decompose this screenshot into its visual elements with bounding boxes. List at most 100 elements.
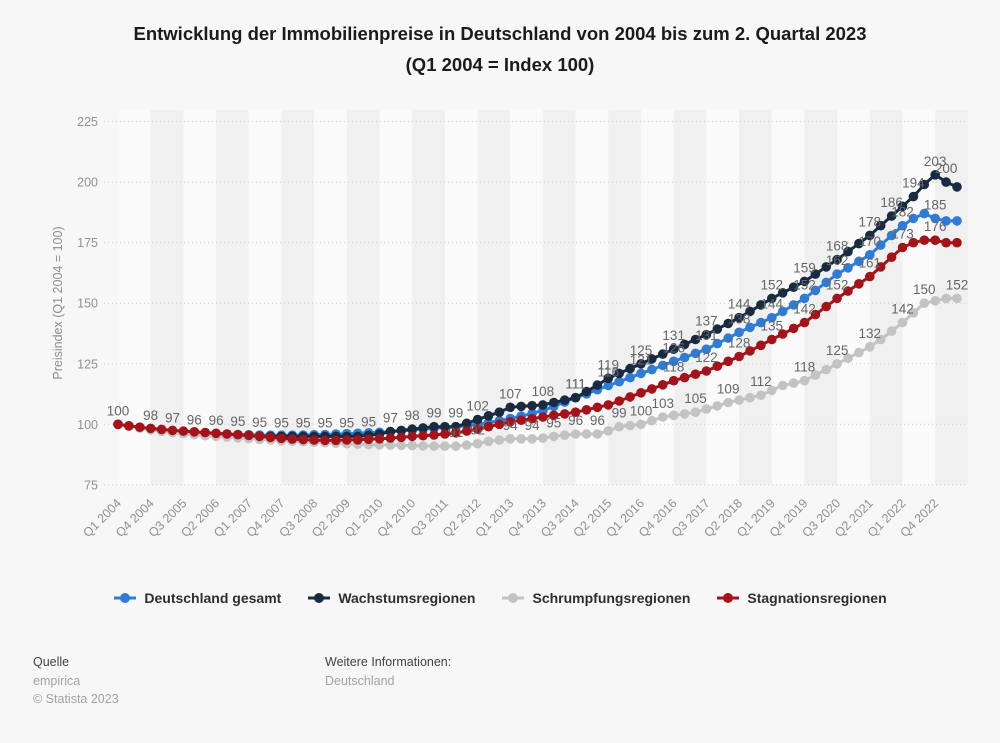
legend-item-stagnationsregionen[interactable]: Stagnationsregionen [716, 590, 887, 606]
data-label: 176 [924, 219, 947, 234]
data-label: 100 [107, 403, 130, 418]
series-point [712, 338, 723, 349]
plot-band [771, 110, 805, 485]
series-point [952, 293, 962, 304]
data-label: 132 [859, 326, 882, 341]
series-point [919, 179, 930, 190]
legend-item-wachstumsregionen[interactable]: Wachstumsregionen [307, 590, 475, 606]
plot-band [412, 110, 445, 485]
legend-label: Wachstumsregionen [338, 590, 476, 606]
data-label: 108 [532, 384, 555, 399]
legend-item-schrumpfungsregionen[interactable]: Schrumpfungsregionen [501, 590, 690, 606]
series-point [854, 256, 864, 267]
series-point [701, 404, 712, 414]
data-label: 94 [503, 418, 519, 433]
series-point [385, 433, 396, 443]
series-point [396, 440, 407, 451]
data-label: 95 [296, 415, 311, 430]
data-label: 111 [565, 377, 586, 392]
series-point [135, 422, 145, 433]
legend-item-deutschland-gesamt[interactable]: Deutschland gesamt [113, 590, 281, 606]
plot-band [542, 110, 576, 485]
series-point [897, 220, 908, 231]
data-label: 118 [663, 360, 685, 375]
series-point [516, 434, 526, 444]
series-point [494, 435, 505, 445]
series-point [527, 400, 537, 411]
series-point [767, 385, 777, 396]
series-point [712, 401, 723, 411]
plot-band [379, 110, 413, 485]
series-point [723, 318, 733, 329]
series-point [875, 262, 886, 272]
plot-band [248, 110, 282, 485]
series-point [527, 413, 537, 424]
series-point [777, 329, 788, 339]
legend-label: Schrumpfungsregionen [532, 590, 691, 606]
series-point [309, 435, 319, 445]
source-name[interactable]: empirica [33, 674, 81, 688]
data-label: 152 [826, 277, 849, 292]
series-point [810, 285, 821, 296]
series-point [440, 429, 450, 439]
series-point [603, 380, 614, 391]
data-label: 96 [568, 413, 583, 428]
series-point [265, 432, 276, 443]
series-point [930, 296, 940, 306]
data-label: 112 [750, 374, 772, 389]
series-point [211, 428, 221, 439]
data-label: 97 [383, 411, 398, 426]
series-point [178, 426, 189, 436]
series-point [679, 372, 690, 383]
series-point [952, 216, 962, 226]
series-point [875, 334, 886, 345]
series-point [636, 388, 646, 398]
data-label: 125 [826, 343, 849, 358]
series-point [113, 419, 123, 430]
series-point [396, 432, 407, 443]
series-point [886, 230, 897, 241]
data-label: 125 [630, 343, 653, 358]
data-label: 185 [924, 197, 947, 212]
series-point [679, 352, 690, 363]
plot-band [706, 110, 740, 485]
series-point [897, 242, 908, 253]
series-point [440, 421, 450, 432]
series-point [570, 429, 581, 439]
series-point [810, 269, 821, 279]
series-point [581, 405, 592, 415]
series-point [832, 269, 842, 279]
series-point [777, 306, 788, 317]
more-info-value[interactable]: Deutschland [325, 674, 395, 688]
series-point [756, 317, 766, 328]
y-axis-tick-label: 225 [77, 115, 98, 129]
series-point [690, 369, 701, 380]
plot-band [804, 110, 838, 485]
series-point [919, 208, 930, 219]
series-point [908, 237, 919, 248]
series-point [418, 430, 428, 441]
series-point [483, 436, 494, 447]
data-label: 135 [761, 319, 784, 334]
series-point [505, 417, 516, 427]
series-point [723, 356, 733, 367]
series-point [451, 441, 461, 451]
plot-band [739, 110, 772, 485]
series-point [538, 412, 548, 422]
plot-band [641, 110, 674, 485]
legend-marker-icon [308, 593, 331, 603]
series-point [658, 380, 668, 390]
series-point [734, 312, 744, 323]
data-label: 100 [630, 403, 653, 418]
series-point [505, 434, 516, 444]
data-label: 102 [466, 399, 489, 414]
data-label: 150 [913, 282, 936, 297]
series-point [222, 429, 232, 439]
series-point [461, 426, 472, 436]
series-point [908, 213, 919, 224]
series-point [244, 430, 254, 441]
series-point [658, 360, 668, 371]
series-point [352, 435, 363, 445]
series-point [483, 411, 494, 421]
series-point [843, 246, 853, 257]
